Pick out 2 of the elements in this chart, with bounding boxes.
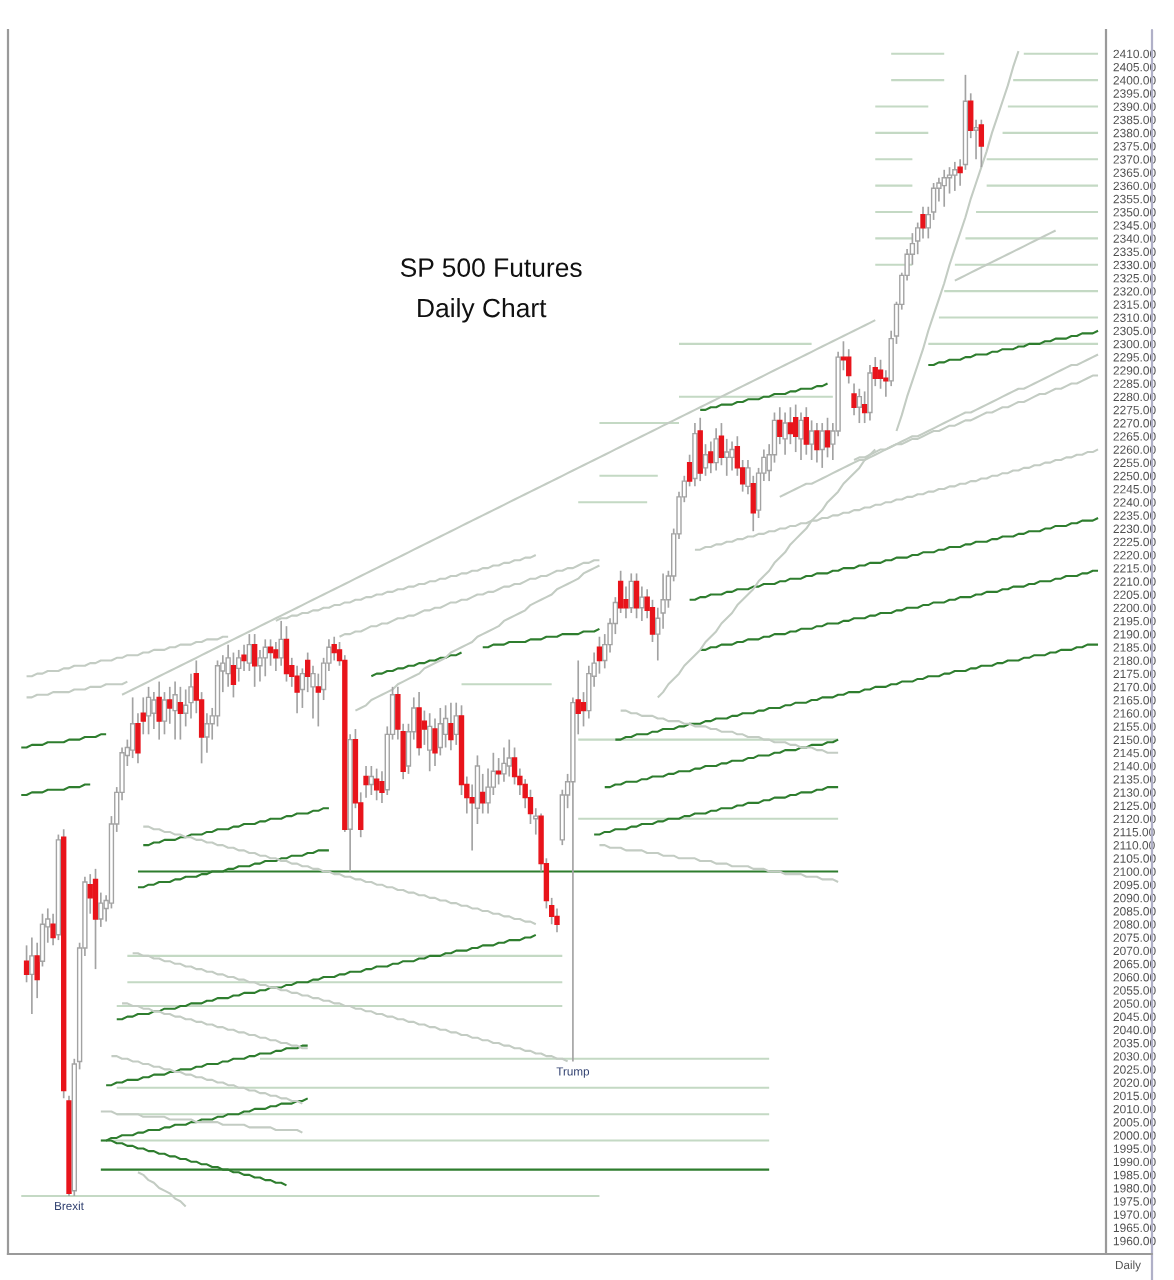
text: Daily Chart (418, 298, 547, 323)
text: SP 500 Futures (400, 258, 582, 277)
